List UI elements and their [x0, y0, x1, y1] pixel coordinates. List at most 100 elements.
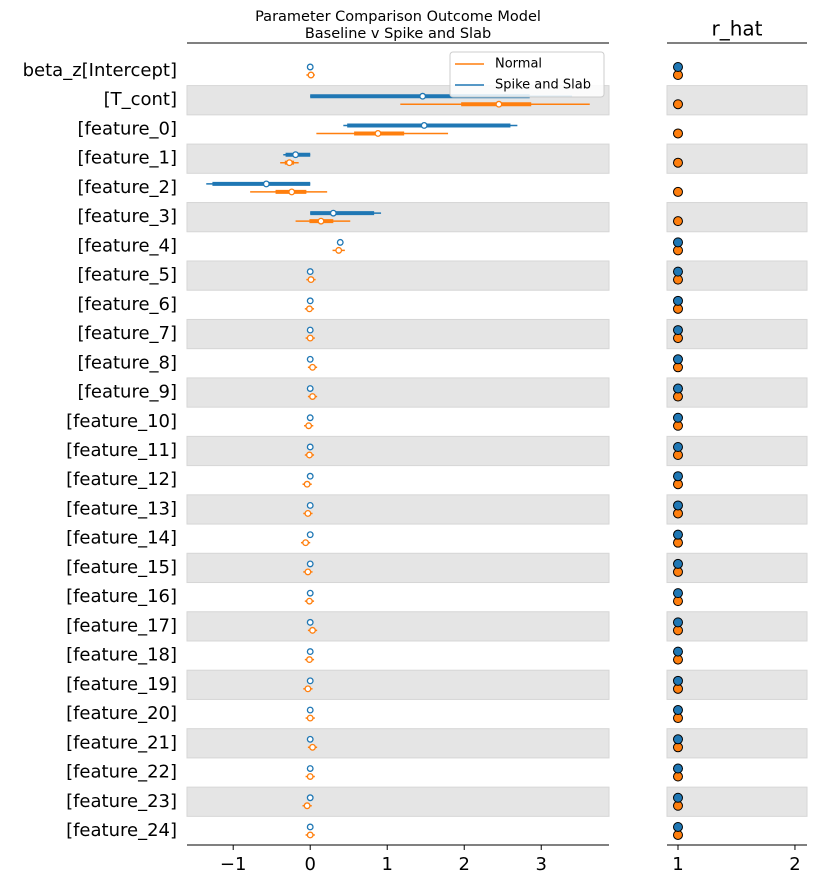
row-band: [666, 552, 808, 584]
mean-point: [304, 510, 312, 517]
rhat-point: [672, 216, 683, 227]
rhat-point: [672, 128, 683, 139]
row-band: [666, 728, 808, 759]
mean-point: [306, 618, 314, 626]
mean-point: [374, 130, 382, 137]
mean-point: [306, 297, 314, 305]
row-band: [186, 260, 610, 291]
rhat-point: [672, 705, 683, 716]
rhat-point: [672, 588, 683, 599]
rhat-point: [672, 500, 683, 511]
row-band: [186, 494, 610, 525]
rhat-point: [672, 617, 683, 628]
rhat-point: [672, 99, 683, 110]
mean-point: [309, 626, 316, 634]
mean-point: [306, 268, 314, 276]
mean-point: [306, 385, 314, 392]
mean-point: [306, 355, 314, 363]
mean-point: [306, 735, 314, 743]
rhat-point: [672, 237, 683, 248]
mean-point: [306, 714, 314, 722]
mean-point: [304, 685, 312, 693]
rhat-point: [672, 558, 683, 569]
x-tick-label: 1: [381, 854, 392, 875]
mean-point: [292, 151, 300, 159]
row-band: [666, 318, 808, 350]
mean-point: [307, 71, 315, 79]
y-tick-label: beta_z[Intercept]: [23, 60, 177, 81]
mean-point: [317, 217, 325, 225]
mean-point: [419, 92, 427, 100]
row-band: [666, 143, 808, 174]
mean-point: [303, 480, 311, 488]
rhat-point: [672, 675, 683, 686]
chart-title: Baseline v Spike and Slab: [305, 26, 491, 42]
mean-point: [306, 831, 314, 839]
rhat-point: [672, 646, 683, 657]
rhat-point: [672, 441, 683, 452]
y-tick-label: [feature_9]: [78, 382, 177, 403]
y-tick-label: [feature_15]: [66, 557, 177, 578]
mean-point: [305, 422, 313, 430]
mean-point: [495, 100, 503, 108]
y-tick-label: [feature_16]: [66, 586, 177, 607]
mean-point: [420, 122, 428, 129]
y-tick-label: [feature_17]: [66, 615, 177, 636]
row-band: [186, 611, 610, 642]
y-tick-label: [feature_19]: [66, 674, 177, 695]
mean-point: [306, 765, 314, 772]
mean-point: [306, 326, 314, 334]
rhat-point: [672, 266, 683, 277]
x-tick-label: −1: [220, 854, 247, 875]
row-band: [666, 202, 808, 233]
rhat-point: [672, 471, 683, 482]
mean-point: [306, 794, 314, 802]
row-band: [666, 494, 808, 525]
mean-point: [335, 246, 343, 254]
row-band: [186, 377, 610, 408]
y-tick-label: [feature_21]: [66, 732, 177, 753]
x-tick-label: 2: [789, 854, 800, 875]
row-band: [186, 143, 610, 174]
y-tick-label: [feature_14]: [66, 528, 177, 549]
row-band: [666, 435, 808, 467]
row-band: [666, 786, 808, 817]
mean-point: [305, 451, 313, 459]
rhat-point: [672, 763, 683, 774]
y-tick-label: [feature_0]: [78, 118, 177, 139]
y-tick-label: [T_cont]: [104, 89, 177, 110]
row-band: [186, 669, 610, 700]
row-band: [186, 552, 610, 584]
y-tick-label: [feature_8]: [78, 352, 177, 373]
rhat-point: [672, 325, 683, 336]
rhat-point: [672, 354, 683, 365]
mean-point: [306, 63, 314, 71]
x-tick-label: 3: [536, 854, 547, 875]
y-tick-label: [feature_18]: [66, 645, 177, 666]
legend-label: Spike and Slab: [495, 78, 591, 93]
mean-point: [288, 188, 296, 196]
rhat-point: [672, 412, 683, 423]
mean-point: [306, 560, 314, 568]
y-tick-label: [feature_1]: [78, 148, 177, 169]
chart-title: Parameter Comparison Outcome Model: [255, 9, 541, 25]
mean-point: [306, 589, 314, 597]
row-band: [666, 611, 808, 642]
mean-point: [306, 706, 314, 714]
y-tick-label: [feature_10]: [66, 411, 177, 432]
mean-point: [306, 502, 314, 509]
mean-point: [306, 677, 314, 685]
mean-point: [306, 334, 314, 342]
row-band: [186, 202, 610, 233]
row-band: [666, 669, 808, 700]
rhat-point: [672, 157, 683, 168]
mean-point: [336, 238, 344, 246]
y-tick-label: [feature_11]: [66, 440, 177, 461]
rhat-point: [672, 62, 683, 72]
mean-point: [306, 472, 314, 480]
mean-point: [302, 539, 310, 547]
mean-point: [262, 180, 270, 188]
rhat-point: [672, 529, 683, 540]
rhat-point: [672, 383, 683, 394]
